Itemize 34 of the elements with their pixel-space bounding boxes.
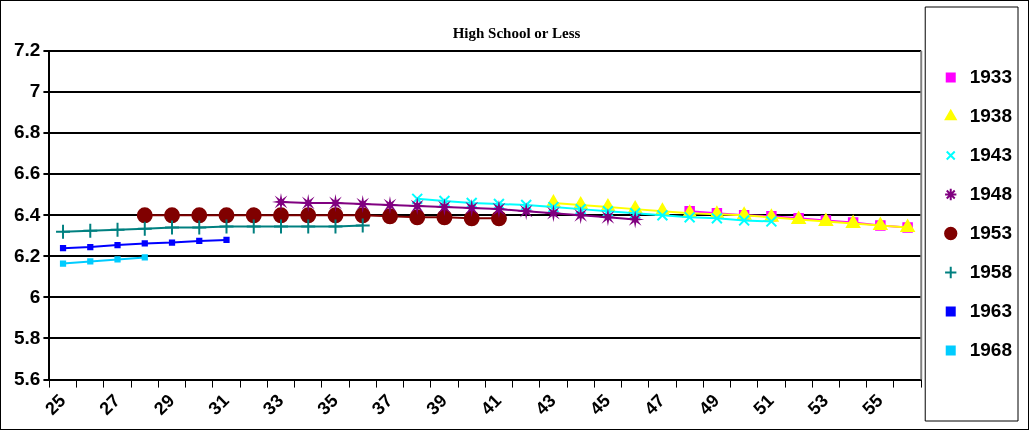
y-tick-label: 6	[29, 285, 41, 307]
chart-title: High School or Less	[452, 24, 581, 41]
x-tick-label: 33	[259, 390, 288, 419]
x-tick-label: 35	[313, 390, 342, 419]
x-tick-label: 27	[95, 390, 124, 419]
y-tick-label: 7.2	[13, 39, 41, 61]
x-tick-label: 37	[368, 390, 397, 419]
x-tick-label: 53	[803, 390, 833, 419]
x-tick-label: 45	[585, 390, 615, 419]
legend-label: 1938	[969, 104, 1013, 126]
legend-label: 1958	[969, 260, 1013, 282]
x-tick-label: 41	[476, 390, 506, 419]
y-tick-label: 6.4	[13, 203, 41, 225]
y-tick-label: 6.6	[13, 162, 41, 184]
legend-label: 1968	[969, 338, 1013, 360]
legend-label: 1963	[969, 299, 1013, 321]
legend-label: 1948	[969, 182, 1013, 204]
y-tick-label: 6.8	[13, 121, 41, 143]
x-tick-label: 29	[150, 390, 179, 419]
x-tick-label: 55	[858, 390, 887, 419]
y-tick-label: 5.8	[13, 326, 41, 348]
x-tick-label: 25	[41, 390, 70, 419]
legend-label: 1933	[969, 65, 1013, 87]
legend-label: 1943	[969, 143, 1013, 165]
y-tick-label: 5.6	[13, 367, 41, 389]
x-tick-label: 43	[531, 390, 560, 419]
y-tick-label: 7	[29, 80, 41, 102]
x-tick-label: 51	[749, 390, 778, 419]
x-tick-label: 31	[204, 390, 233, 419]
y-tick-label: 6.2	[13, 244, 41, 266]
x-tick-label: 47	[640, 390, 669, 419]
legend-label: 1953	[969, 221, 1013, 243]
x-tick-label: 39	[422, 390, 451, 419]
x-tick-label: 49	[694, 390, 724, 419]
